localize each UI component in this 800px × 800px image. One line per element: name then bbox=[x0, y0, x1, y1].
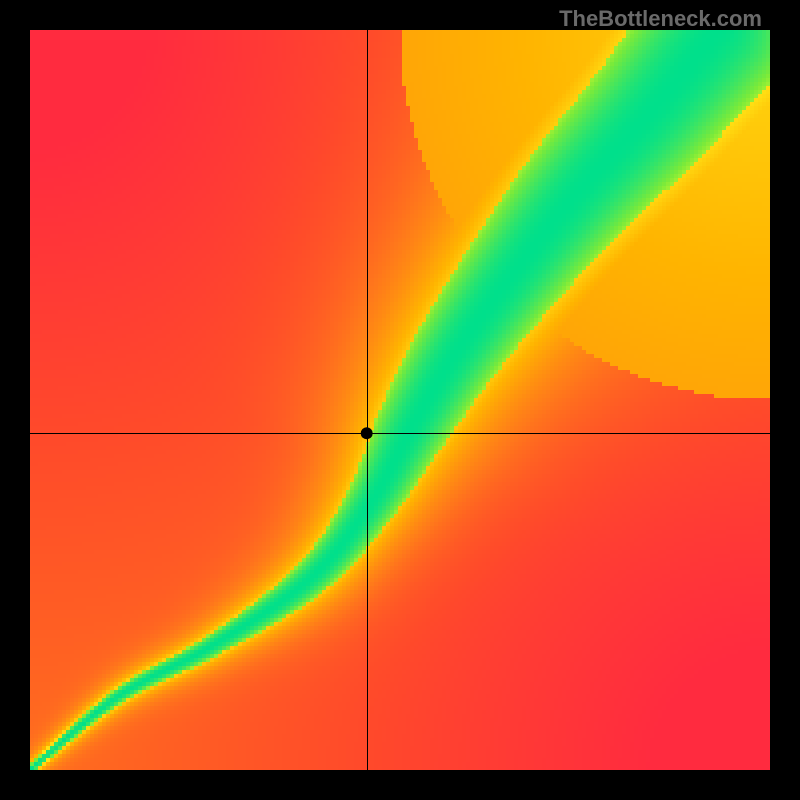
bottleneck-heatmap bbox=[0, 0, 800, 800]
